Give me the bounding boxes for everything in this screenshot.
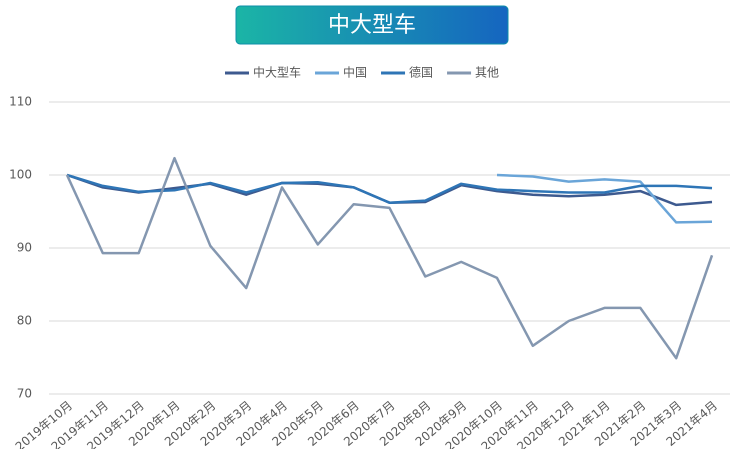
- y-tick-label: 100: [9, 168, 32, 182]
- series-line: [66, 173, 713, 204]
- legend-label: 中国: [343, 65, 367, 80]
- chart-title: 中大型车: [328, 13, 416, 38]
- series-line: [496, 173, 713, 224]
- title-box: [235, 5, 509, 45]
- legend-label: 中大型车: [253, 65, 301, 80]
- y-tick-label: 90: [17, 241, 32, 255]
- legend-label: 德国: [409, 65, 433, 80]
- series-line: [65, 156, 714, 360]
- y-tick-label: 80: [17, 314, 32, 328]
- legend-label: 其他: [475, 66, 499, 80]
- y-tick-label: 110: [9, 95, 32, 109]
- legend: 中大型车 中国 德国 其他: [225, 65, 499, 80]
- y-tick-label: 70: [17, 387, 32, 401]
